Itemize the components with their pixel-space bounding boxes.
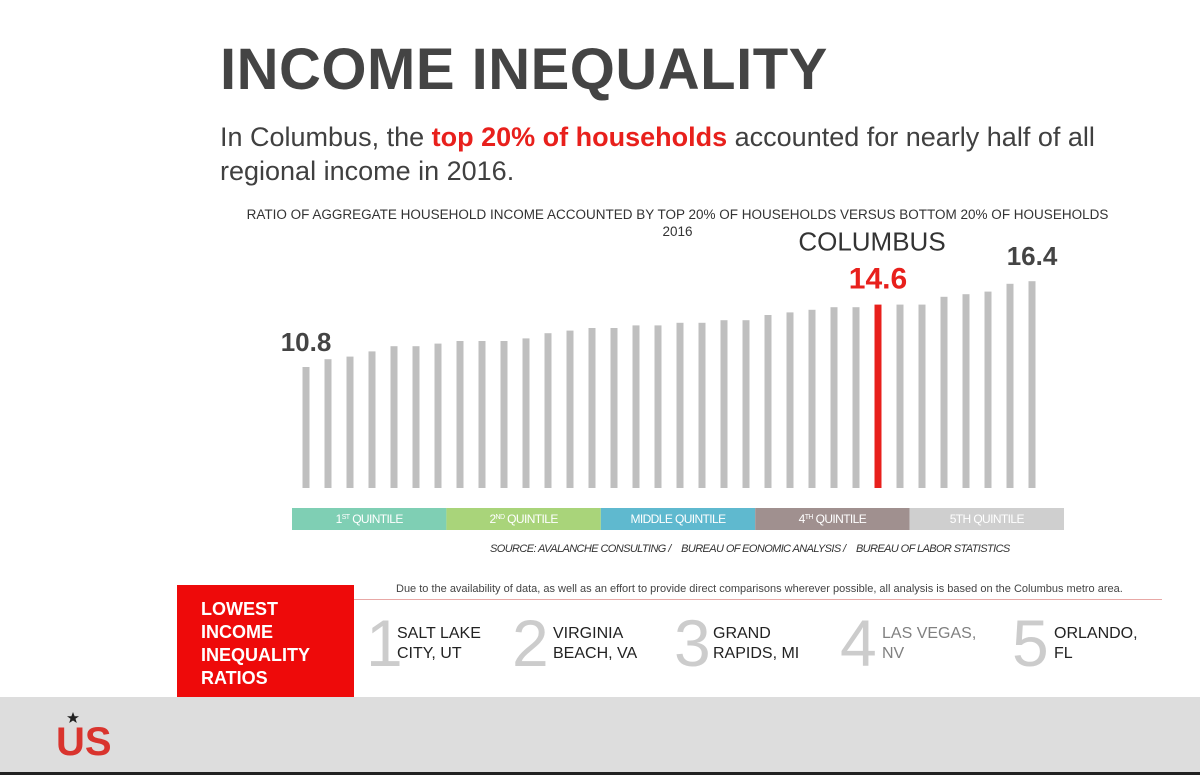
footer-bar <box>0 697 1200 773</box>
data-label: 10.8 <box>281 327 332 357</box>
source-item: BUREAU OF EONOMIC ANALYSIS / <box>681 543 846 555</box>
subtitle-lead: In Columbus, the <box>220 122 432 152</box>
bar <box>962 294 970 488</box>
rank-city-line: LAS VEGAS, <box>882 625 977 642</box>
bar <box>610 328 618 488</box>
bar <box>346 356 354 488</box>
subtitle-highlight: top 20% of households <box>431 122 728 152</box>
bar <box>478 341 486 488</box>
bar <box>1006 283 1014 488</box>
data-label: 16.4 <box>1007 241 1058 271</box>
rank-city-line: NV <box>882 645 905 662</box>
rank-number: 3 <box>674 606 711 680</box>
bar <box>940 296 948 488</box>
rank-city: LAS VEGAS, NV <box>882 624 976 664</box>
bar <box>808 309 816 488</box>
rank-number: 1 <box>366 606 403 680</box>
bar <box>764 315 772 488</box>
slide-subtitle: In Columbus, the top 20% of households a… <box>220 120 1140 188</box>
chart-year: 2016 <box>662 224 693 239</box>
source-item: BUREAU OF LABOR STATISTICS <box>855 543 1010 555</box>
rank-city-line: GRAND <box>713 625 771 642</box>
bar <box>632 325 640 488</box>
bar <box>1028 281 1036 488</box>
rank-city-line: CITY, UT <box>397 645 462 662</box>
bar <box>522 338 530 488</box>
quintile-band <box>755 508 910 530</box>
quintile-label: 1ST QUINTILE <box>336 512 404 526</box>
source-citation: SOURCE: AVALANCHE CONSULTING / BUREAU OF… <box>490 543 1018 555</box>
subtitle-tail: accounted for nearly half of all regiona… <box>220 122 1095 186</box>
star-icon <box>67 712 79 723</box>
lowest-label-line: INCOME <box>201 622 273 642</box>
bar-columbus <box>874 304 882 488</box>
us-logo-text: US <box>56 720 112 762</box>
bar <box>588 328 596 488</box>
rank-city-line: ORLANDO, <box>1054 625 1138 642</box>
bar <box>302 367 310 488</box>
bar <box>698 322 706 488</box>
rank-number: 4 <box>840 606 877 680</box>
rank-city: GRAND RAPIDS, MI <box>713 624 799 664</box>
rank-city: VIRGINIA BEACH, VA <box>553 624 637 664</box>
rank-city-line: RAPIDS, MI <box>713 645 800 662</box>
columbus-label: COLUMBUS <box>798 227 945 257</box>
rank-city: SALT LAKE CITY, UT <box>397 624 481 664</box>
quintile-label: 4TH QUINTILE <box>799 512 867 526</box>
quintile-label: 5TH QUINTILE <box>950 512 1025 526</box>
columbus-value-label: 14.6 <box>849 263 907 296</box>
rank-city-line: VIRGINIA <box>553 625 624 642</box>
quintile-band <box>292 508 447 530</box>
bar <box>676 322 684 488</box>
metro-area-note: Due to the availability of data, as well… <box>396 583 1123 595</box>
bar <box>742 320 750 488</box>
bar <box>720 320 728 488</box>
bar <box>566 330 574 488</box>
bar <box>544 333 552 488</box>
chart-title: RATIO OF AGGREGATE HOUSEHOLD INCOME ACCO… <box>246 207 1109 222</box>
rank-city: ORLANDO, FL <box>1054 624 1138 664</box>
bar <box>500 341 508 488</box>
rank-number: 2 <box>512 606 549 680</box>
chart-heading: RATIO OF AGGREGATE HOUSEHOLD INCOME ACCO… <box>180 206 1175 240</box>
bar <box>918 304 926 488</box>
bar <box>390 346 398 488</box>
bar <box>896 304 904 488</box>
bar <box>456 341 464 488</box>
quintile-label: MIDDLE QUINTILE <box>630 512 726 526</box>
note-divider <box>354 599 1162 600</box>
bar <box>368 351 376 488</box>
quintile-band <box>600 508 756 530</box>
lowest-ratios-label: LOWEST INCOME INEQUALITY RATIOS <box>177 585 354 697</box>
bar <box>412 346 420 488</box>
bar <box>434 343 442 488</box>
bar <box>852 307 860 488</box>
rank-city-line: FL <box>1054 645 1073 662</box>
lowest-label-line: LOWEST <box>201 599 278 619</box>
rank-city-line: SALT LAKE <box>397 625 481 642</box>
footer-edge <box>0 772 1200 775</box>
bar <box>830 307 838 488</box>
rank-city-line: BEACH, VA <box>553 645 638 662</box>
rank-number: 5 <box>1012 606 1049 680</box>
source-item: SOURCE: AVALANCHE CONSULTING / <box>490 543 671 555</box>
us-logo: US <box>56 712 112 762</box>
bar <box>654 325 662 488</box>
inequality-bar-chart: 10.8 14.6 COLUMBUS 16.4 1ST QUINTILE 2ND QUIN… <box>281 227 1064 530</box>
lowest-label-line: RATIOS <box>201 668 268 688</box>
quintile-label: 2ND QUINTILE <box>489 512 558 526</box>
bar <box>984 291 992 488</box>
slide-title: INCOME INEQUALITY <box>220 37 828 102</box>
quintile-band <box>446 508 601 530</box>
bar <box>786 312 794 488</box>
bar <box>324 359 332 488</box>
quintile-band <box>909 508 1064 530</box>
lowest-label-line: INEQUALITY <box>201 645 311 665</box>
